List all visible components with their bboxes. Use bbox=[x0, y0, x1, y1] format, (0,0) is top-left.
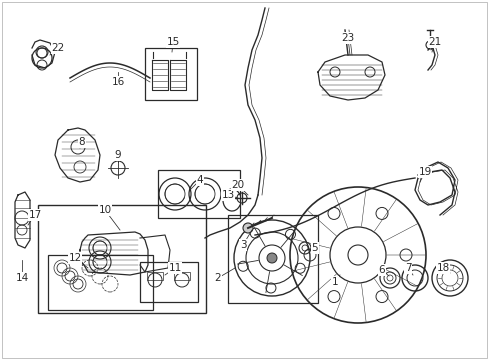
Text: 17: 17 bbox=[28, 210, 41, 220]
Bar bbox=[38, 205, 205, 313]
Circle shape bbox=[243, 223, 252, 233]
Bar bbox=[158, 170, 240, 218]
Text: 23: 23 bbox=[341, 33, 354, 43]
Polygon shape bbox=[55, 128, 100, 182]
Polygon shape bbox=[140, 235, 170, 272]
Bar bbox=[48, 255, 153, 310]
Bar bbox=[147, 272, 163, 280]
Text: 8: 8 bbox=[79, 137, 85, 147]
Text: 7: 7 bbox=[404, 263, 410, 273]
Text: 13: 13 bbox=[221, 190, 234, 200]
Text: 1: 1 bbox=[331, 277, 338, 287]
Text: 22: 22 bbox=[51, 43, 64, 53]
Text: 14: 14 bbox=[15, 273, 29, 283]
Text: 10: 10 bbox=[98, 205, 111, 215]
Text: 21: 21 bbox=[427, 37, 441, 47]
Text: 16: 16 bbox=[111, 77, 124, 87]
Text: 11: 11 bbox=[168, 263, 181, 273]
Bar bbox=[140, 262, 198, 302]
Text: 6: 6 bbox=[378, 265, 385, 275]
Text: 5: 5 bbox=[311, 243, 318, 253]
Text: 3: 3 bbox=[239, 240, 246, 250]
Text: 20: 20 bbox=[231, 180, 244, 190]
Bar bbox=[227, 215, 317, 303]
Circle shape bbox=[266, 253, 276, 263]
Text: 15: 15 bbox=[166, 37, 179, 47]
Text: 2: 2 bbox=[214, 273, 221, 283]
Text: 18: 18 bbox=[435, 263, 448, 273]
Polygon shape bbox=[32, 40, 55, 68]
Bar bbox=[174, 272, 190, 280]
Polygon shape bbox=[317, 55, 384, 100]
Text: 4: 4 bbox=[196, 175, 203, 185]
Text: 12: 12 bbox=[68, 253, 81, 263]
Polygon shape bbox=[15, 192, 30, 248]
Text: 19: 19 bbox=[418, 167, 431, 177]
Bar bbox=[145, 48, 197, 100]
Polygon shape bbox=[80, 232, 148, 275]
Text: 9: 9 bbox=[115, 150, 121, 160]
